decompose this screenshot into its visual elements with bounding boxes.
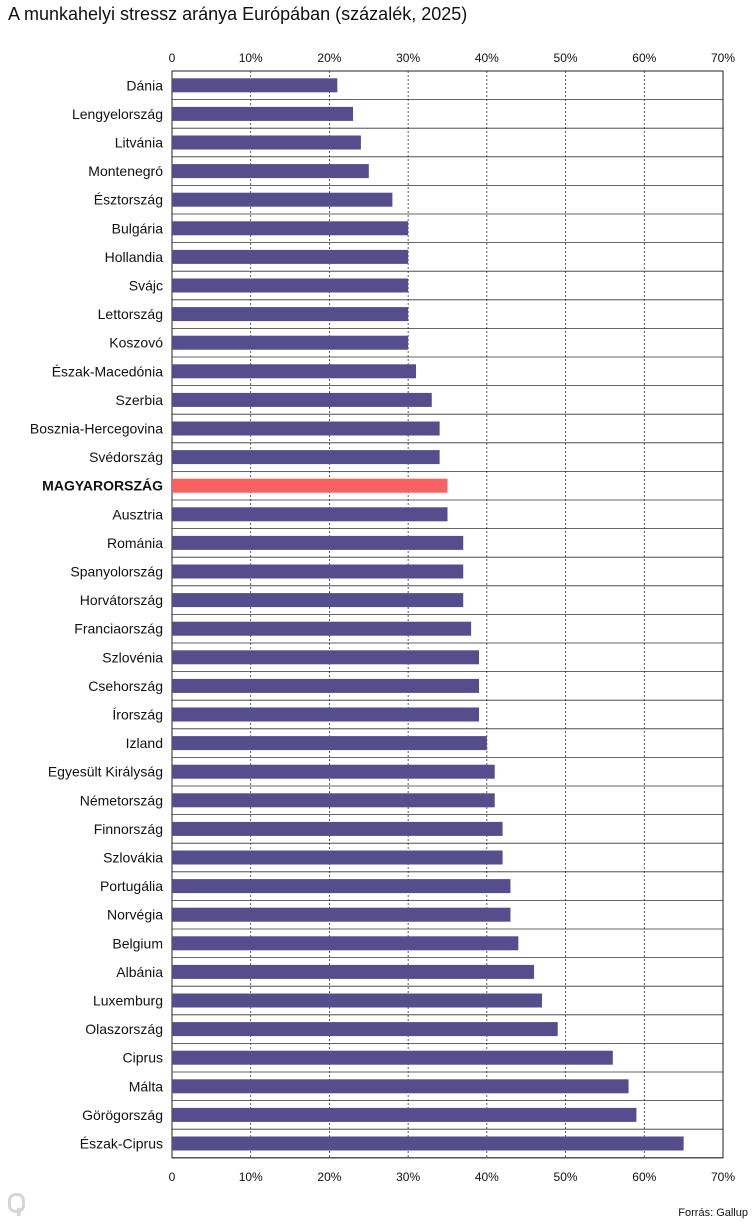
category-label: Izland bbox=[126, 735, 163, 751]
x-tick-label-bottom: 30% bbox=[396, 1170, 420, 1184]
x-tick-label-bottom: 20% bbox=[317, 1170, 341, 1184]
bar bbox=[172, 621, 472, 636]
category-label: Észak-Macedónia bbox=[52, 363, 163, 379]
category-label: Horvátország bbox=[80, 592, 163, 608]
category-label: MAGYARORSZÁG bbox=[42, 478, 163, 494]
category-label: Olaszország bbox=[85, 1021, 163, 1037]
x-tick-label-bottom: 60% bbox=[632, 1170, 656, 1184]
category-label: Románia bbox=[107, 535, 163, 551]
category-label: Csehország bbox=[88, 678, 163, 694]
bar bbox=[172, 164, 369, 179]
bar bbox=[172, 1107, 637, 1122]
bar bbox=[172, 564, 464, 579]
source-note: Forrás: Gallup bbox=[678, 1207, 748, 1219]
bar bbox=[172, 593, 464, 608]
category-label: Észtország bbox=[94, 192, 163, 208]
bar bbox=[172, 535, 464, 550]
logo-q-icon bbox=[8, 1193, 25, 1216]
category-label: Koszovó bbox=[109, 335, 163, 351]
bar bbox=[172, 78, 338, 93]
bar bbox=[172, 450, 440, 465]
x-tick-label-top: 60% bbox=[632, 51, 656, 65]
x-tick-label-top: 70% bbox=[711, 51, 735, 65]
bar bbox=[172, 278, 409, 293]
category-label: Montenegró bbox=[88, 163, 163, 179]
x-tick-label-top: 10% bbox=[239, 51, 263, 65]
x-tick-label-bottom: 50% bbox=[554, 1170, 578, 1184]
bar bbox=[172, 1050, 613, 1065]
category-label: Ciprus bbox=[123, 1050, 163, 1066]
x-tick-label-bottom: 40% bbox=[475, 1170, 499, 1184]
category-label: Lettország bbox=[98, 306, 163, 322]
bar bbox=[172, 821, 503, 836]
bar bbox=[172, 907, 511, 922]
x-tick-label-bottom: 0 bbox=[169, 1170, 176, 1184]
bar bbox=[172, 993, 542, 1008]
category-label: Spanyolország bbox=[70, 564, 163, 580]
category-label: Málta bbox=[129, 1078, 163, 1094]
bar bbox=[172, 764, 495, 779]
bar bbox=[172, 879, 511, 894]
bar bbox=[172, 707, 479, 722]
category-label: Belgium bbox=[112, 935, 163, 951]
bar bbox=[172, 307, 409, 322]
category-label: Szerbia bbox=[116, 392, 164, 408]
bar bbox=[172, 135, 361, 150]
category-label: Egyesült Királyság bbox=[48, 764, 163, 780]
x-tick-label-top: 20% bbox=[317, 51, 341, 65]
category-label: Ausztria bbox=[112, 506, 163, 522]
bar-highlight bbox=[172, 478, 448, 493]
x-tick-label-top: 0 bbox=[169, 51, 176, 65]
bar bbox=[172, 421, 440, 436]
x-tick-label-top: 50% bbox=[554, 51, 578, 65]
bar bbox=[172, 106, 354, 121]
category-label: Görögország bbox=[82, 1107, 163, 1123]
category-label: Svájc bbox=[129, 278, 163, 294]
bar bbox=[172, 392, 432, 407]
bar bbox=[172, 736, 487, 751]
bar bbox=[172, 793, 495, 808]
bar bbox=[172, 221, 409, 236]
bar bbox=[172, 650, 479, 665]
category-label: Norvégia bbox=[107, 907, 163, 923]
bar bbox=[172, 1136, 684, 1151]
category-label: Portugália bbox=[100, 878, 163, 894]
x-tick-label-top: 30% bbox=[396, 51, 420, 65]
bar bbox=[172, 335, 409, 350]
category-label: Albánia bbox=[116, 964, 163, 980]
category-label: Németország bbox=[80, 792, 163, 808]
category-label: Bosznia-Hercegovina bbox=[30, 421, 163, 437]
category-label: Hollandia bbox=[105, 249, 164, 265]
category-label: Franciaország bbox=[74, 621, 163, 637]
bar bbox=[172, 507, 448, 522]
category-label: Finnország bbox=[94, 821, 163, 837]
category-label: Lengyelország bbox=[72, 106, 163, 122]
category-label: Szlovénia bbox=[102, 649, 163, 665]
bar bbox=[172, 964, 535, 979]
x-tick-label-top: 40% bbox=[475, 51, 499, 65]
bar bbox=[172, 364, 417, 379]
bar bbox=[172, 850, 503, 865]
plot-frame bbox=[171, 70, 724, 1159]
category-label: Svédország bbox=[89, 449, 163, 465]
category-label: Dánia bbox=[126, 77, 163, 93]
category-label: Szlovákia bbox=[103, 850, 163, 866]
category-label: Írország bbox=[112, 707, 163, 723]
bar bbox=[172, 249, 409, 264]
chart-title: A munkahelyi stressz aránya Európában (s… bbox=[8, 4, 468, 24]
bar bbox=[172, 1079, 629, 1094]
category-label: Luxemburg bbox=[93, 993, 163, 1009]
category-label: Észak-Ciprus bbox=[80, 1136, 163, 1152]
bar bbox=[172, 936, 519, 951]
bar bbox=[172, 678, 479, 693]
x-tick-label-bottom: 10% bbox=[239, 1170, 263, 1184]
category-label: Bulgária bbox=[112, 220, 164, 236]
x-tick-label-bottom: 70% bbox=[711, 1170, 735, 1184]
bar bbox=[172, 1022, 558, 1037]
category-label: Litvánia bbox=[115, 135, 163, 151]
bar bbox=[172, 192, 393, 207]
